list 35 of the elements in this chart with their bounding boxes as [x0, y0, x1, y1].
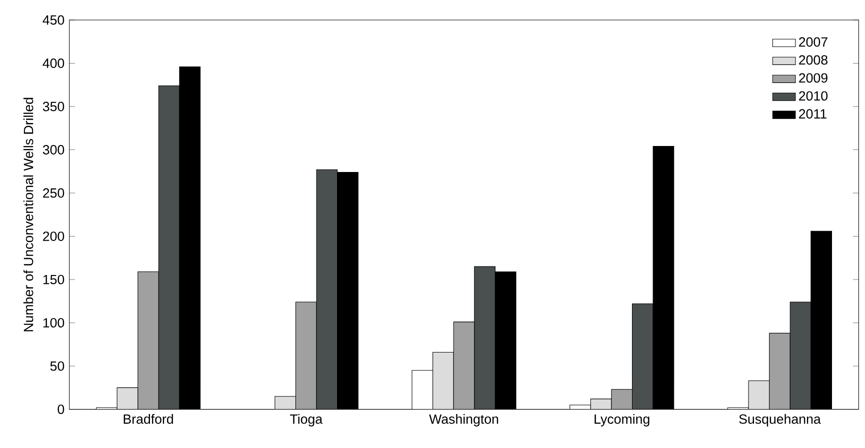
bar — [748, 380, 770, 410]
y-tick-label: 450 — [42, 15, 64, 25]
y-tick-label: 200 — [43, 232, 64, 241]
bar — [295, 302, 317, 410]
bar — [453, 322, 475, 410]
bar — [790, 302, 812, 410]
y-tick-label: 350 — [42, 102, 64, 112]
bar — [632, 304, 654, 410]
bar — [138, 271, 159, 410]
y-tick-label: 400 — [42, 58, 64, 68]
x-tick-label: Susquehanna — [739, 414, 821, 426]
bar — [611, 389, 633, 410]
y-tick-label: 50 — [50, 361, 64, 371]
bar — [432, 352, 454, 410]
legend-label: 2011 — [799, 109, 826, 119]
y-axis-title: Number of Unconventional Wells Drilled — [23, 98, 34, 332]
bar — [474, 266, 496, 410]
legend-label: 2007 — [799, 37, 828, 47]
y-tick-label: 100 — [43, 318, 64, 328]
x-tick-label: Lycoming — [594, 414, 650, 426]
x-tick-label: Tioga — [290, 414, 323, 426]
legend-label: 2009 — [799, 73, 828, 83]
y-tick-label: 0 — [58, 404, 64, 414]
y-tick-label: 300 — [42, 145, 64, 154]
bar — [158, 85, 180, 410]
bar — [116, 387, 138, 410]
y-tick-label: 150 — [43, 274, 64, 284]
bar — [769, 332, 790, 410]
x-tick-label: Bradford — [124, 414, 173, 424]
bar — [316, 169, 338, 410]
legend-label: 2008 — [799, 55, 828, 65]
legend-label: 2010 — [799, 91, 828, 101]
bar — [274, 396, 296, 410]
x-tick-label: Washington — [429, 414, 498, 426]
y-tick-label: 250 — [43, 188, 64, 198]
